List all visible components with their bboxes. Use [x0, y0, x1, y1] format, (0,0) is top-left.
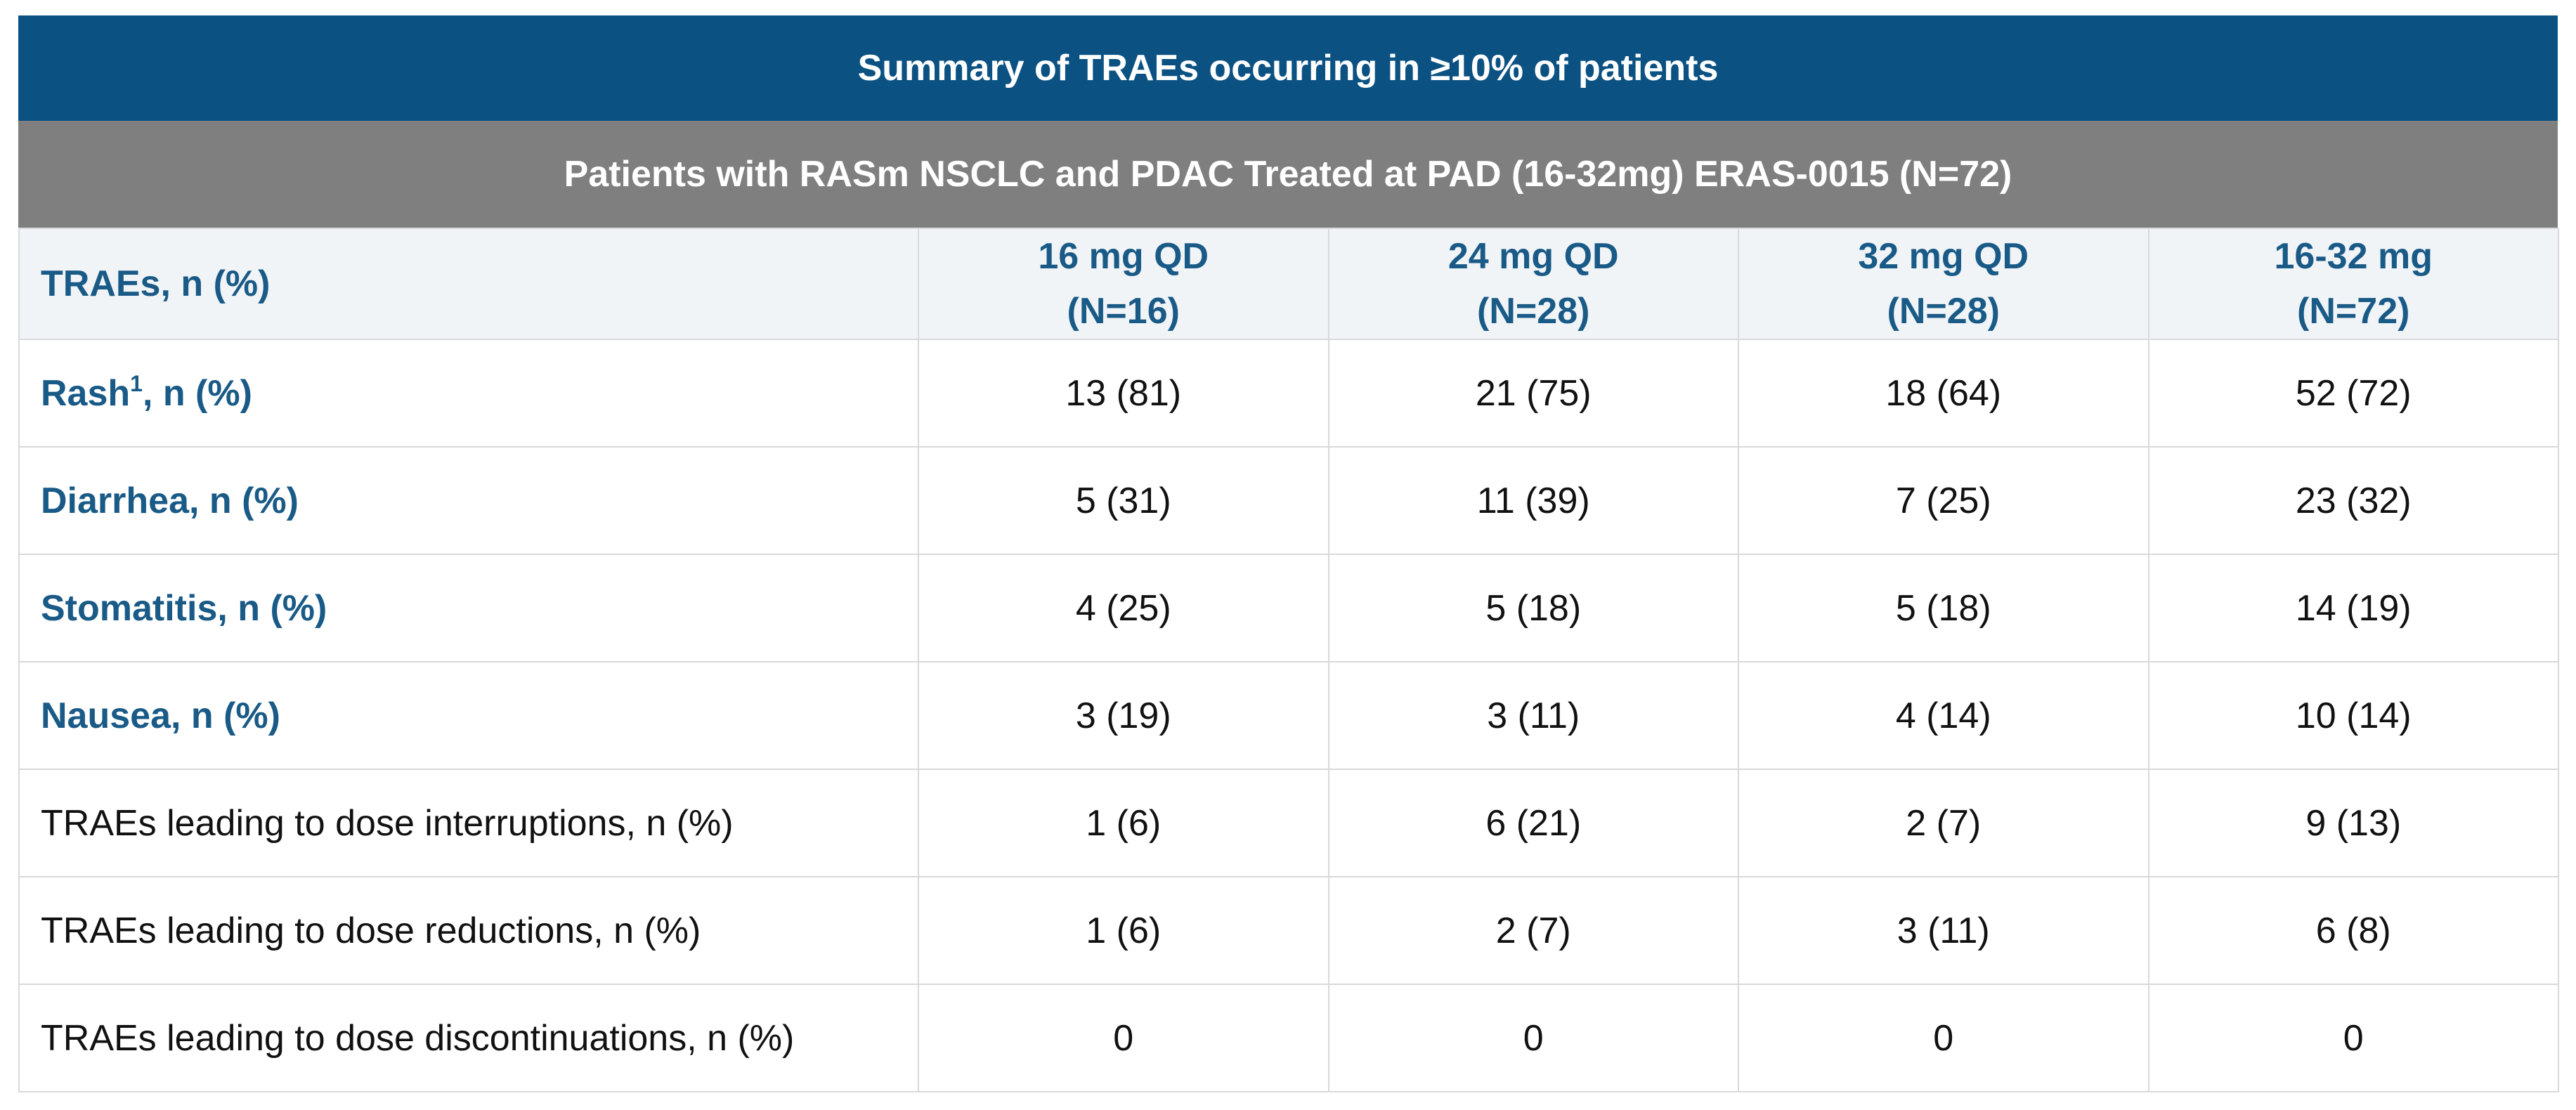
row-label: TRAEs leading to dose interruptions, n (…	[18, 769, 919, 877]
row-label-suffix: , n (%)	[142, 372, 252, 414]
value-cell: 21 (75)	[1327, 339, 1739, 448]
table-body: Rash1, n (%) 13 (81) 21 (75) 18 (64) 52 (72)…	[18, 339, 2559, 1092]
column-header-32mg: 32 mg QD (N=28)	[1738, 228, 2149, 340]
column-header-16mg: 16 mg QD (N=16)	[918, 228, 1329, 340]
table-subtitle: Patients with RASm NSCLC and PDAC Treate…	[18, 121, 2558, 228]
footnote-marker: 1	[130, 370, 143, 396]
table-row: TRAEs leading to dose discontinuations, …	[18, 984, 2559, 1092]
value-cell: 2 (7)	[1327, 876, 1739, 985]
row-label-text: TRAEs leading to dose interruptions, n (…	[41, 802, 734, 844]
row-label-text: TRAEs leading to dose reductions, n (%)	[41, 910, 701, 951]
column-dose: 32 mg QD	[1858, 236, 2029, 277]
table-row: Rash1, n (%) 13 (81) 21 (75) 18 (64) 52 (72)	[18, 339, 2559, 448]
value-cell: 7 (25)	[1738, 446, 2149, 555]
row-label-text: TRAEs leading to dose discontinuations, …	[41, 1017, 795, 1059]
row-label: TRAEs leading to dose reductions, n (%)	[18, 876, 919, 985]
value-cell: 13 (81)	[918, 339, 1329, 448]
table-row: TRAEs leading to dose interruptions, n (…	[18, 769, 2559, 877]
value-cell: 3 (11)	[1327, 661, 1739, 770]
value-cell: 0	[918, 984, 1329, 1092]
value-cell: 1 (6)	[918, 876, 1329, 985]
column-n: (N=72)	[2297, 291, 2410, 332]
row-header-cell: TRAEs, n (%)	[18, 228, 919, 340]
value-cell: 10 (14)	[2147, 661, 2559, 770]
column-header-16-32mg: 16-32 mg (N=72)	[2147, 228, 2559, 340]
value-cell: 2 (7)	[1738, 769, 2149, 877]
summary-table: Summary of TRAEs occurring in ≥10% of pa…	[18, 15, 2559, 1092]
column-n: (N=16)	[1067, 291, 1180, 332]
value-cell: 11 (39)	[1327, 446, 1739, 555]
table-row: TRAEs leading to dose reductions, n (%) 1…	[18, 876, 2559, 985]
row-label: Nausea, n (%)	[18, 661, 919, 770]
column-dose: 24 mg QD	[1448, 236, 1619, 277]
value-cell: 6 (21)	[1327, 769, 1739, 877]
value-cell: 5 (18)	[1738, 554, 2149, 662]
value-cell: 9 (13)	[2147, 769, 2559, 877]
table-row: Stomatitis, n (%) 4 (25) 5 (18) 5 (18) 14 (1…	[18, 554, 2559, 662]
row-label: Diarrhea, n (%)	[18, 446, 919, 555]
column-n: (N=28)	[1887, 291, 2000, 332]
value-cell: 4 (25)	[918, 554, 1329, 662]
row-label: Stomatitis, n (%)	[18, 554, 919, 662]
value-cell: 0	[1327, 984, 1739, 1092]
value-cell: 52 (72)	[2147, 339, 2559, 448]
value-cell: 0	[1738, 984, 2149, 1092]
table-row: Diarrhea, n (%) 5 (31) 11 (39) 7 (25) 23 (32…	[18, 446, 2559, 555]
value-cell: 3 (11)	[1738, 876, 2149, 985]
table-title: Summary of TRAEs occurring in ≥10% of pa…	[18, 15, 2558, 121]
row-label-text: Rash	[41, 372, 131, 414]
header-row: TRAEs, n (%) 16 mg QD (N=16) 24 mg QD (N…	[18, 228, 2559, 340]
value-cell: 6 (8)	[2147, 876, 2559, 985]
row-label-text: Stomatitis, n (%)	[41, 587, 327, 629]
table-row: Nausea, n (%) 3 (19) 3 (11) 4 (14) 10 (14)	[18, 661, 2559, 770]
value-cell: 18 (64)	[1738, 339, 2149, 448]
trae-grid: TRAEs, n (%) 16 mg QD (N=16) 24 mg QD (N…	[18, 228, 2559, 1092]
column-dose: 16 mg QD	[1038, 236, 1209, 277]
row-label: Rash1, n (%)	[18, 339, 919, 448]
column-n: (N=28)	[1477, 291, 1590, 332]
value-cell: 4 (14)	[1738, 661, 2149, 770]
row-label-text: Nausea, n (%)	[41, 695, 280, 736]
value-cell: 0	[2147, 984, 2559, 1092]
value-cell: 1 (6)	[918, 769, 1329, 877]
value-cell: 3 (19)	[918, 661, 1329, 770]
value-cell: 5 (18)	[1327, 554, 1739, 662]
value-cell: 14 (19)	[2147, 554, 2559, 662]
row-label-text: Diarrhea, n (%)	[41, 480, 299, 521]
column-header-24mg: 24 mg QD (N=28)	[1327, 228, 1739, 340]
column-dose: 16-32 mg	[2274, 236, 2433, 277]
value-cell: 23 (32)	[2147, 446, 2559, 555]
row-label: TRAEs leading to dose discontinuations, …	[18, 984, 919, 1092]
value-cell: 5 (31)	[918, 446, 1329, 555]
